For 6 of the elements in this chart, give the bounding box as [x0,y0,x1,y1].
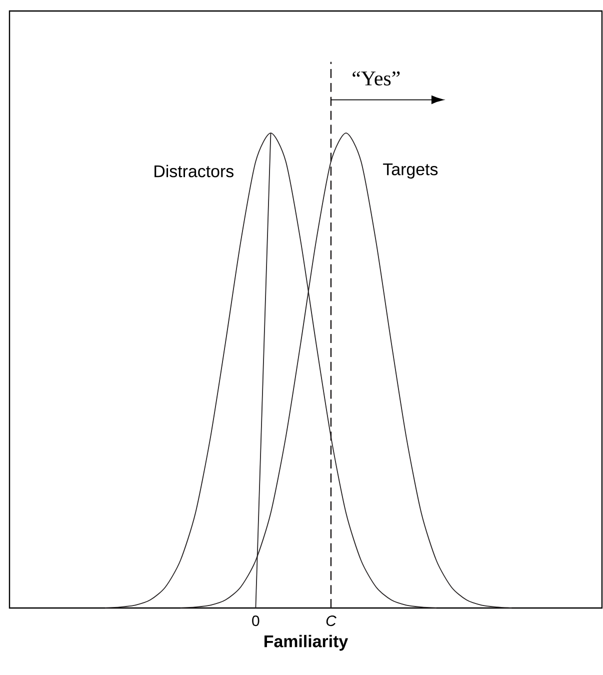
x-tick-label: 0 [252,616,260,626]
x-axis-title: Familiarity [264,634,348,651]
series-label: Distractors [154,164,234,178]
x-tick-label: C [326,616,337,626]
series-label: Targets [383,163,438,179]
text: “Yes” [352,71,400,86]
